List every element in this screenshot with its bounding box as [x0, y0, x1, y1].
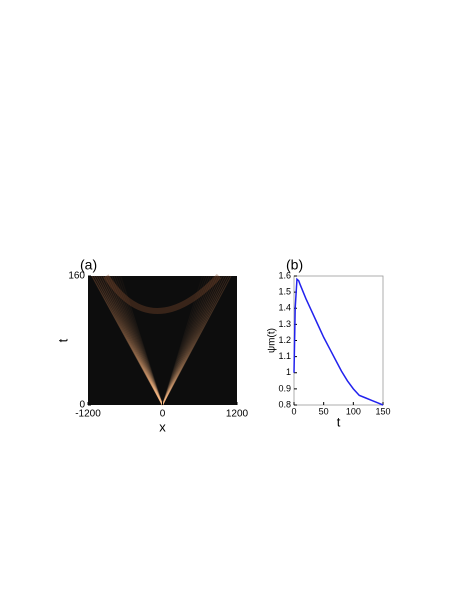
y-tick-label: 1.3 — [278, 319, 291, 329]
panel-title: (a) — [80, 257, 97, 273]
x-tick-label: 1200 — [226, 409, 249, 420]
x-tick-label: 100 — [346, 406, 361, 416]
x-tick-label: 50 — [319, 406, 329, 416]
y-tick-label: 1.4 — [278, 303, 291, 313]
data-line — [293, 277, 384, 406]
y-axis-label: ψm(t) — [267, 328, 278, 353]
y-tick-label: 0 — [79, 400, 85, 411]
heatmap-pattern — [91, 273, 232, 406]
y-tick-label: 1.5 — [278, 287, 291, 297]
y-tick-label: 1 — [286, 367, 291, 377]
wave-front — [161, 275, 203, 406]
y-axis-label: t — [55, 338, 70, 342]
y-tick-label: 1.1 — [278, 351, 291, 361]
plot-frame — [293, 275, 384, 406]
panel-title: (b) — [286, 257, 303, 273]
x-tick-label: 150 — [375, 406, 390, 416]
x-tick-label: 0 — [291, 406, 296, 416]
x-tick-label: 0 — [160, 409, 166, 420]
y-tick-label: 160 — [68, 271, 85, 282]
y-tick-label: 0.9 — [278, 383, 291, 393]
y-tick-label: 1.6 — [278, 270, 291, 280]
x-axis-label: x — [159, 419, 166, 434]
x-tick-label: -1200 — [75, 409, 101, 420]
inner-arc — [103, 273, 222, 314]
y-tick-label: 0.8 — [278, 399, 291, 409]
wave-front — [119, 275, 164, 406]
x-axis-label: t — [337, 414, 341, 429]
y-tick-label: 1.2 — [278, 335, 291, 345]
